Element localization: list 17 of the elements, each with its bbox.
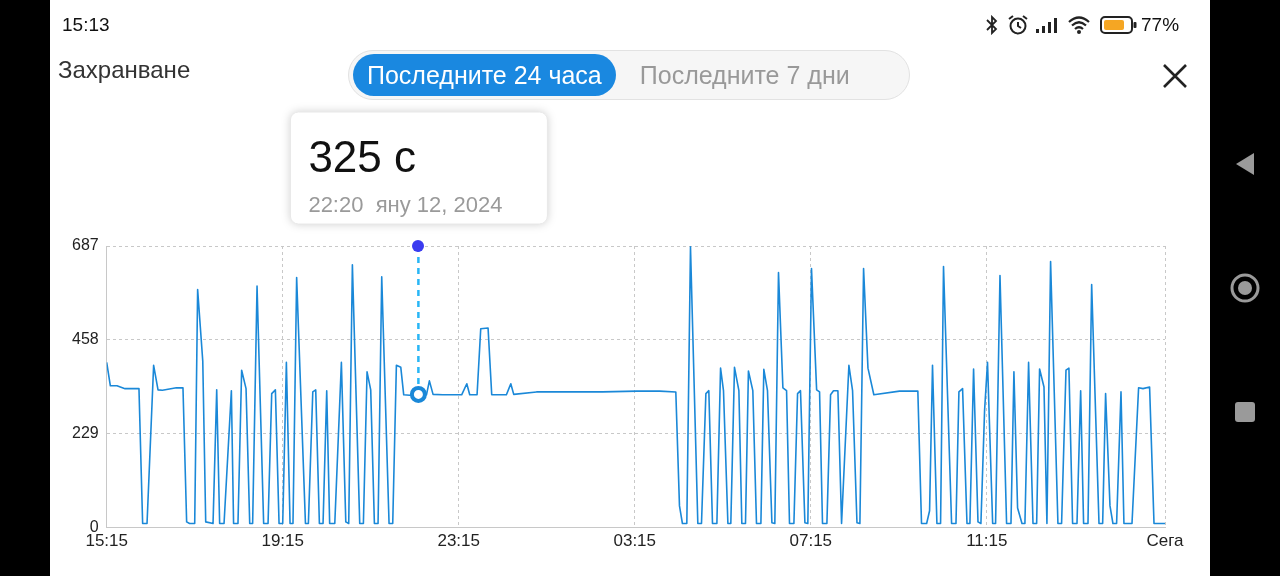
text: 325 с	[308, 132, 417, 181]
x-tick-label: 07:15	[789, 531, 833, 551]
chart-title: Захранване	[58, 56, 191, 84]
text: Последните 7 дни	[638, 59, 851, 91]
y-tick-label: 687	[71, 236, 99, 254]
text: 22:20 яну 12, 2024	[308, 192, 503, 217]
text: 77%	[1141, 14, 1180, 36]
x-tick-label: 03:15	[613, 531, 657, 551]
y-tick-label: 458	[71, 330, 99, 348]
x-tick-label: Сега	[1146, 531, 1185, 551]
x-tick-label: 11:15	[966, 531, 1008, 551]
x-tick-label: 23:15	[437, 531, 480, 551]
text: Последните 24 часа	[353, 54, 616, 96]
x-tick-label: 19:15	[261, 531, 304, 551]
y-tick-label: 229	[71, 424, 99, 442]
x-tick-label: 15:15	[85, 531, 128, 551]
text: 15:13	[62, 14, 110, 36]
